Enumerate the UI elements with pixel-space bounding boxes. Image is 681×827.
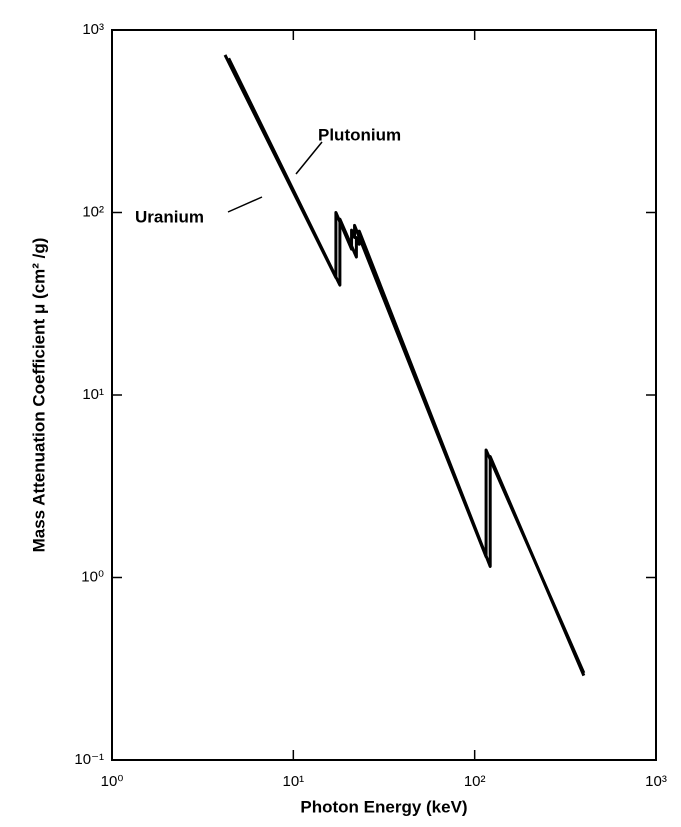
annotation: Uranium (135, 207, 204, 226)
x-tick-label: 10² (464, 773, 486, 790)
line-series (223, 54, 586, 674)
annotation-leader (227, 196, 263, 213)
y-tick-label: 10² (82, 203, 104, 220)
annotation-leader (295, 141, 323, 175)
annotation: Plutonium (318, 125, 401, 144)
y-tick-label: 10³ (82, 21, 104, 38)
line-series (227, 57, 586, 677)
y-tick-label: 10¹ (82, 386, 104, 403)
y-tick-label: 10⁰ (81, 568, 104, 585)
y-tick-label: 10⁻¹ (74, 751, 104, 768)
x-axis-label: Photon Energy (keV) (300, 797, 467, 816)
x-tick-label: 10¹ (282, 773, 304, 790)
x-tick-label: 10³ (645, 773, 667, 790)
x-tick-label: 10⁰ (101, 773, 124, 790)
y-axis-label: Mass Attenuation Coefficient μ (cm² /g) (29, 238, 48, 553)
